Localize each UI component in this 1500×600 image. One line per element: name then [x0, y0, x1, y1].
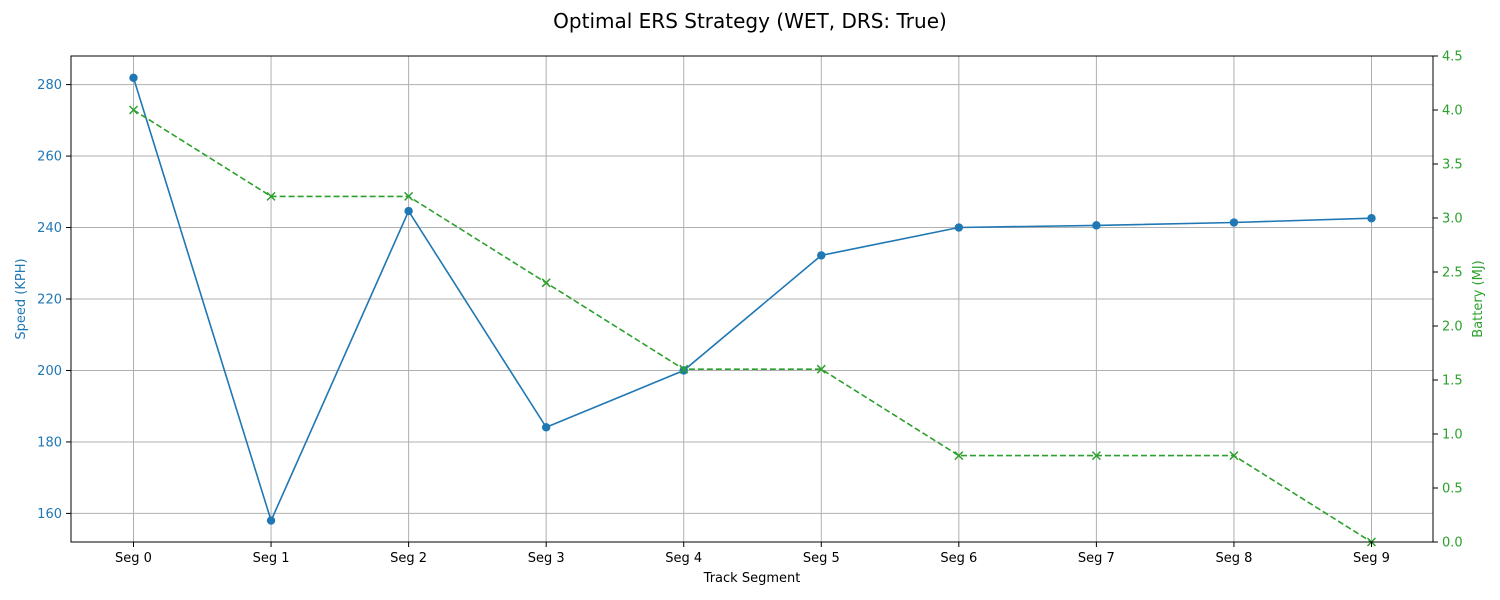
- battery-series-line: [133, 109, 1372, 543]
- battery-point: [266, 191, 276, 201]
- speed-point: [817, 251, 826, 260]
- battery-point: [679, 364, 689, 374]
- y-right-tick-label: 2.5: [1442, 266, 1463, 281]
- y-left-tick-label: 180: [37, 435, 62, 450]
- y-right-tick-label: 3.5: [1442, 158, 1463, 173]
- y-right-tick-label: 2.0: [1442, 320, 1463, 335]
- y-right-tick-label: 1.0: [1442, 428, 1463, 443]
- battery-point: [1229, 451, 1239, 461]
- y-right-tick-label: 1.5: [1442, 374, 1463, 389]
- y-axis-left: 160 180 200 220 240 260 280: [37, 78, 71, 522]
- y-right-tick-label: 3.0: [1442, 212, 1463, 227]
- x-tick-label: Seg 9: [1353, 551, 1390, 566]
- y-left-tick-label: 200: [37, 364, 62, 379]
- y-left-tick-label: 160: [37, 507, 62, 522]
- y-left-tick-label: 280: [37, 78, 62, 93]
- y-axis-left-label: Speed (KPH): [14, 258, 29, 339]
- battery-point: [404, 191, 414, 201]
- y-right-tick-label: 4.0: [1442, 104, 1463, 119]
- battery-point: [128, 105, 139, 115]
- y-right-tick-label: 0.5: [1442, 482, 1463, 497]
- speed-point: [1367, 214, 1376, 223]
- speed-point: [1229, 218, 1239, 227]
- grid-lines: [71, 56, 1433, 542]
- battery-point: [816, 364, 826, 374]
- speed-point: [129, 73, 138, 82]
- speed-point: [1092, 221, 1101, 230]
- chart-title: Optimal ERS Strategy (WET, DRS: True): [553, 9, 947, 33]
- x-axis: Seg 0 Seg 1 Seg 2 Seg 3 Seg 4 Seg 5 Seg 6 Seg 7…: [115, 542, 1390, 566]
- y-axis-right-label: Battery (MJ): [1471, 260, 1486, 337]
- speed-point: [404, 206, 413, 216]
- speed-point: [541, 423, 551, 432]
- x-tick-label: Seg 4: [665, 551, 702, 566]
- x-tick-label: Seg 3: [528, 551, 565, 566]
- y-left-tick-label: 220: [37, 293, 62, 308]
- y-right-tick-label: 4.5: [1442, 50, 1463, 65]
- x-axis-label: Track Segment: [703, 571, 801, 586]
- y-axis-right: 0.0 0.5 1.0 1.5 2.0 2.5 3.0 3.5 4.0 4.5: [1433, 50, 1463, 551]
- speed-point: [954, 223, 964, 232]
- y-left-tick-label: 240: [37, 221, 62, 236]
- battery-point: [1091, 451, 1101, 461]
- speed-point: [266, 516, 276, 525]
- x-tick-label: Seg 0: [115, 551, 152, 566]
- battery-point: [954, 451, 964, 461]
- series-layer: [128, 73, 1377, 547]
- speed-series-line: [132, 77, 1372, 523]
- x-tick-label: Seg 8: [1215, 551, 1252, 566]
- y-left-tick-label: 260: [37, 150, 62, 165]
- x-tick-label: Seg 6: [940, 551, 977, 566]
- x-tick-label: Seg 7: [1078, 551, 1115, 566]
- x-tick-label: Seg 1: [253, 551, 290, 566]
- x-tick-label: Seg 2: [390, 551, 427, 566]
- y-right-tick-label: 0.0: [1442, 536, 1463, 551]
- x-tick-label: Seg 5: [803, 551, 840, 566]
- battery-point: [541, 278, 551, 288]
